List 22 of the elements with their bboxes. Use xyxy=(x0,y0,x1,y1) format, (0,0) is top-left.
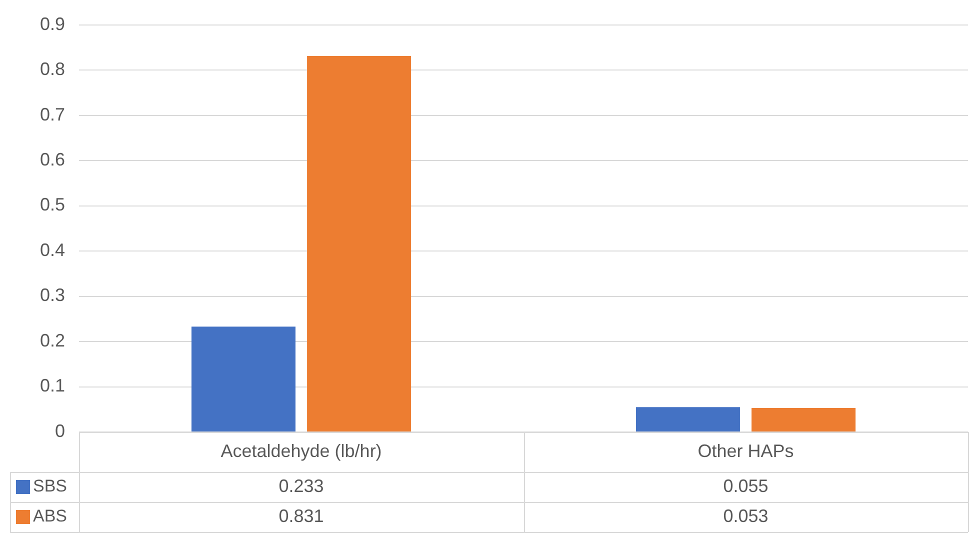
legend-label: SBS xyxy=(33,476,68,496)
y-tick-label: 0.1 xyxy=(40,376,66,396)
legend-label: ABS xyxy=(33,506,68,526)
y-tick-label: 0.2 xyxy=(40,330,66,350)
bar xyxy=(191,326,296,432)
x-tick-label: Other HAPs xyxy=(698,440,794,461)
y-tick-label: 0 xyxy=(55,420,66,441)
y-tick-label: 0.4 xyxy=(40,240,66,260)
data-label: 0.053 xyxy=(723,506,768,526)
y-tick-label: 0.8 xyxy=(40,59,66,80)
bar xyxy=(307,56,412,432)
y-tick-label: 0.7 xyxy=(40,104,66,124)
y-tick-label: 0.6 xyxy=(40,150,66,170)
x-tick-label: Acetaldehyde (lb/hr) xyxy=(220,440,382,461)
y-tick-label: 0.3 xyxy=(40,285,66,306)
bar xyxy=(636,407,740,432)
y-tick-label: 0.5 xyxy=(40,194,66,215)
bar xyxy=(752,408,856,432)
data-label: 0.055 xyxy=(723,476,768,496)
y-tick-label: 0.9 xyxy=(40,14,66,34)
data-label: 0.831 xyxy=(278,506,324,526)
data-label: 0.233 xyxy=(278,476,324,496)
